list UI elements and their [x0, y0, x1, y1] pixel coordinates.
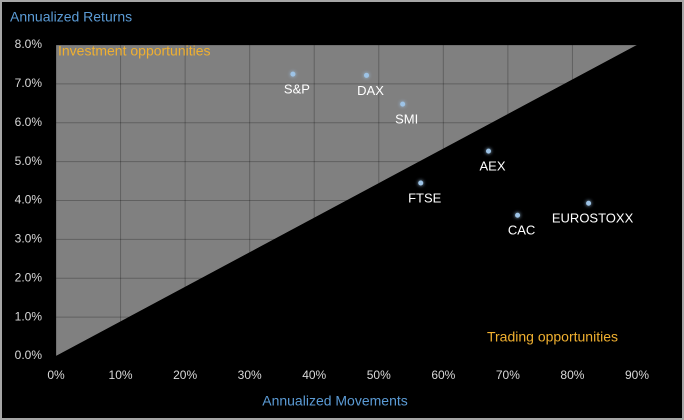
point — [586, 200, 592, 206]
trading-region — [56, 45, 637, 356]
point-label: EUROSTOXX — [552, 211, 634, 226]
y-tick-label: 7.0% — [15, 76, 43, 90]
point-label: SMI — [395, 112, 418, 127]
annotation: Trading opportunities — [487, 329, 618, 345]
x-tick-label: 0% — [47, 368, 65, 382]
x-axis-title: Annualized Movements — [262, 393, 408, 409]
point-label: CAC — [508, 223, 535, 238]
x-tick-label: 30% — [238, 368, 262, 382]
point — [290, 71, 296, 77]
annotation: Investment opportunities — [58, 43, 211, 59]
x-tick-label: 50% — [367, 368, 391, 382]
point — [400, 101, 406, 107]
x-tick-label: 70% — [496, 368, 520, 382]
y-tick-label: 1.0% — [15, 309, 43, 323]
y-tick-label: 2.0% — [15, 270, 43, 284]
point-label: FTSE — [408, 190, 442, 205]
point-label: S&P — [284, 82, 310, 97]
plot-area — [55, 44, 638, 357]
y-tick-label: 6.0% — [15, 115, 43, 129]
point — [364, 72, 370, 78]
x-tick-label: 80% — [560, 368, 584, 382]
point — [486, 148, 492, 154]
y-tick-label: 5.0% — [15, 154, 43, 168]
y-tick-label: 4.0% — [15, 193, 43, 207]
chart-title: Annualized Returns — [10, 9, 132, 25]
point-label: AEX — [480, 159, 506, 174]
x-tick-label: 40% — [302, 368, 326, 382]
x-tick-label: 20% — [173, 368, 197, 382]
point-label: DAX — [357, 83, 384, 98]
point — [515, 212, 521, 218]
x-tick-label: 60% — [431, 368, 455, 382]
y-tick-label: 3.0% — [15, 232, 43, 246]
x-tick-label: 10% — [109, 368, 133, 382]
y-tick-label: 8.0% — [15, 37, 43, 51]
x-tick-label: 90% — [625, 368, 649, 382]
y-tick-label: 0.0% — [15, 348, 43, 362]
point — [418, 180, 424, 186]
